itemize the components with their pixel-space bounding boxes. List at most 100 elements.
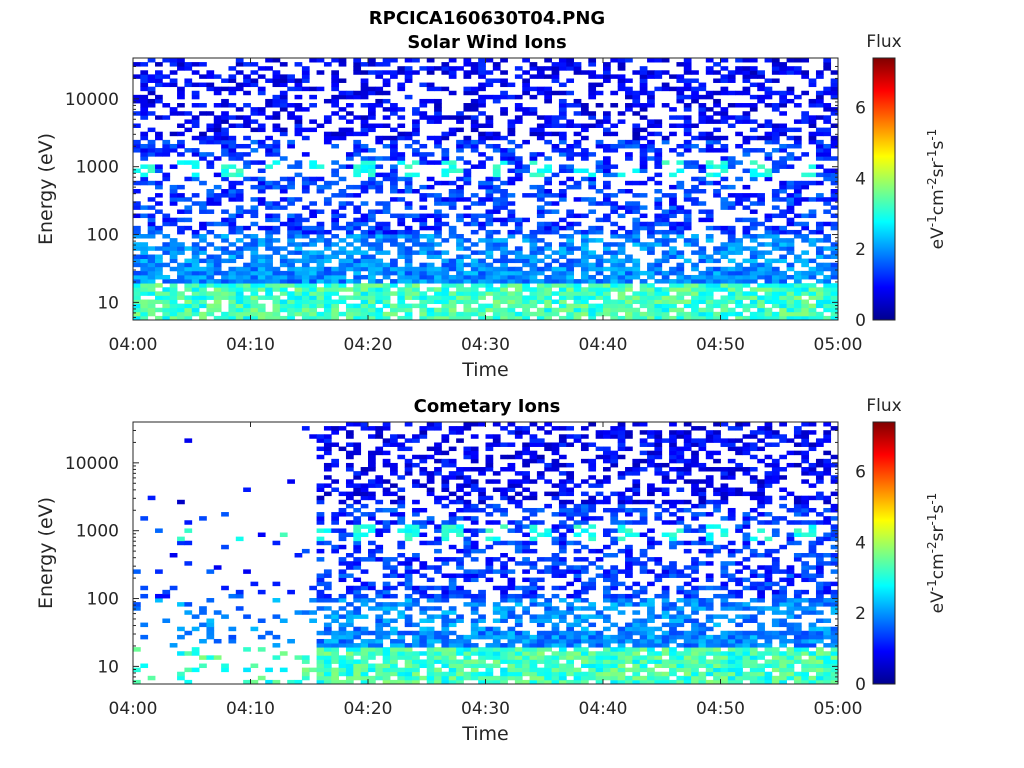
- heatmap-cell: [390, 311, 398, 317]
- heatmap-cell: [470, 647, 479, 652]
- heatmap-cell: [235, 291, 244, 296]
- heatmap-cell: [382, 205, 391, 210]
- heatmap-cell: [536, 229, 545, 235]
- heatmap-cell: [309, 103, 317, 108]
- heatmap-cell: [573, 111, 582, 116]
- heatmap-cell: [206, 189, 215, 194]
- heatmap-cell: [551, 193, 560, 198]
- heatmap-cell: [676, 610, 685, 615]
- heatmap-cell: [404, 74, 413, 79]
- heatmap-cell: [793, 279, 802, 284]
- heatmap-cell: [786, 610, 795, 615]
- heatmap-cell: [771, 234, 780, 239]
- heatmap-cell: [360, 262, 369, 268]
- heatmap-cell: [522, 254, 530, 259]
- heatmap-cell: [698, 295, 707, 300]
- heatmap-cell: [412, 291, 420, 296]
- heatmap-cell: [610, 172, 619, 178]
- heatmap-cell: [382, 622, 391, 628]
- y-tick-label: 10: [97, 293, 119, 313]
- heatmap-cell: [250, 262, 259, 268]
- heatmap-cell: [558, 250, 567, 255]
- heatmap-cell: [375, 614, 384, 619]
- heatmap-cell: [155, 266, 163, 272]
- heatmap-cell: [639, 78, 648, 83]
- heatmap-cell: [647, 602, 655, 607]
- heatmap-cell: [698, 103, 707, 108]
- colorbar-tick-label: 6: [855, 99, 866, 119]
- heatmap-cell: [691, 311, 699, 317]
- heatmap-cell: [815, 315, 824, 321]
- heatmap-cell: [177, 266, 185, 272]
- heatmap-cell: [654, 131, 663, 137]
- heatmap-cell: [823, 659, 832, 664]
- heatmap-cell: [331, 618, 340, 623]
- heatmap-cell: [801, 283, 810, 288]
- heatmap-cell: [771, 246, 780, 251]
- heatmap-cell: [426, 58, 435, 63]
- heatmap-cell: [705, 647, 714, 652]
- heatmap-cell: [793, 193, 802, 198]
- heatmap-cell: [155, 295, 163, 300]
- heatmap-cell: [551, 573, 560, 578]
- heatmap-cell: [595, 217, 604, 223]
- heatmap-cell: [485, 675, 494, 681]
- heatmap-cell: [573, 655, 582, 660]
- heatmap-cell: [815, 197, 824, 202]
- heatmap-cell: [331, 168, 340, 174]
- heatmap-cell: [551, 622, 560, 628]
- heatmap-cell: [617, 598, 626, 603]
- heatmap-cell: [147, 234, 156, 239]
- heatmap-cell: [603, 675, 611, 681]
- heatmap-cell: [492, 655, 501, 660]
- heatmap-cell: [257, 143, 266, 149]
- heatmap-cell: [676, 606, 685, 611]
- heatmap-cell: [617, 205, 626, 210]
- heatmap-cell: [654, 172, 663, 178]
- heatmap-cell: [603, 180, 611, 186]
- heatmap-cell: [199, 270, 207, 276]
- heatmap-cell: [793, 258, 802, 264]
- heatmap-cell: [669, 647, 677, 652]
- heatmap-cell: [360, 180, 369, 186]
- heatmap-cell: [228, 270, 237, 276]
- heatmap-cell: [345, 667, 354, 673]
- heatmap-cell: [404, 283, 413, 288]
- heatmap-cell: [617, 58, 626, 63]
- heatmap-cell: [514, 299, 523, 305]
- heatmap-cell: [412, 250, 420, 255]
- heatmap-cell: [419, 630, 428, 636]
- heatmap-cell: [191, 614, 200, 619]
- heatmap-cell: [478, 573, 486, 578]
- heatmap-cell: [779, 66, 787, 71]
- heatmap-cell: [654, 70, 663, 75]
- heatmap-cell: [419, 618, 428, 623]
- heatmap-cell: [661, 295, 670, 300]
- heatmap-cell: [478, 598, 486, 603]
- heatmap-cell: [441, 622, 450, 628]
- heatmap-cell: [683, 242, 692, 247]
- heatmap-cell: [771, 242, 780, 247]
- heatmap-cell: [808, 307, 817, 313]
- heatmap-cell: [544, 315, 552, 321]
- heatmap-cell: [632, 258, 641, 264]
- heatmap-cell: [786, 307, 795, 313]
- heatmap-cell: [647, 581, 655, 587]
- heatmap-cell: [558, 90, 567, 96]
- heatmap-cell: [470, 663, 479, 669]
- heatmap-cell: [360, 119, 369, 124]
- heatmap-cell: [786, 598, 795, 603]
- heatmap-cell: [213, 283, 222, 288]
- heatmap-cell: [331, 655, 340, 660]
- heatmap-cell: [478, 315, 486, 321]
- heatmap-cell: [683, 659, 692, 664]
- heatmap-cell: [727, 655, 736, 660]
- heatmap-cell: [133, 315, 141, 321]
- heatmap-cell: [323, 131, 332, 137]
- heatmap-cell: [492, 201, 501, 206]
- heatmap-cell: [316, 287, 325, 292]
- heatmap-cell: [830, 283, 839, 288]
- heatmap-cell: [514, 614, 523, 619]
- heatmap-cell: [441, 651, 450, 656]
- heatmap-cell: [808, 258, 817, 264]
